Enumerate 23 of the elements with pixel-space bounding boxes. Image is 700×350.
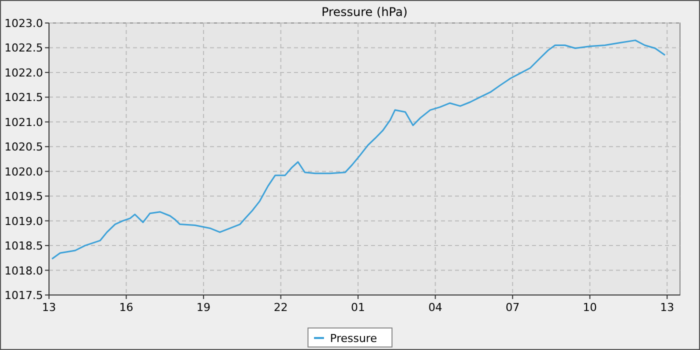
y-tick-label: 1019.5 [4,190,43,204]
x-tick-label: 10 [582,301,597,314]
x-tick-label: 13 [660,301,674,314]
x-tick-label: 01 [351,301,366,314]
x-tick-label: 07 [506,301,520,314]
x-tick-label: 16 [119,301,134,314]
y-tick-label: 1018.5 [4,240,43,253]
y-tick-label: 1020.0 [4,165,43,178]
y-tick-label: 1022.0 [4,66,43,80]
legend-label: Pressure [330,332,378,345]
y-tick-label: 1018.0 [4,264,43,278]
y-tick-label: 1022.5 [4,42,43,55]
y-tick-label: 1019.0 [4,214,43,228]
y-tick-label: 1017.5 [4,289,43,302]
y-tick-label: 1023.0 [4,17,43,30]
x-tick-label: 22 [274,301,288,314]
x-tick-label: 04 [428,301,442,314]
y-tick-label: 1021.5 [4,91,43,104]
x-tick-label: 19 [196,301,211,314]
x-tick-label: 13 [42,301,56,314]
y-tick-label: 1021.0 [4,116,43,129]
y-tick-label: 1020.5 [4,140,43,154]
chart-title: Pressure (hPa) [321,5,408,19]
